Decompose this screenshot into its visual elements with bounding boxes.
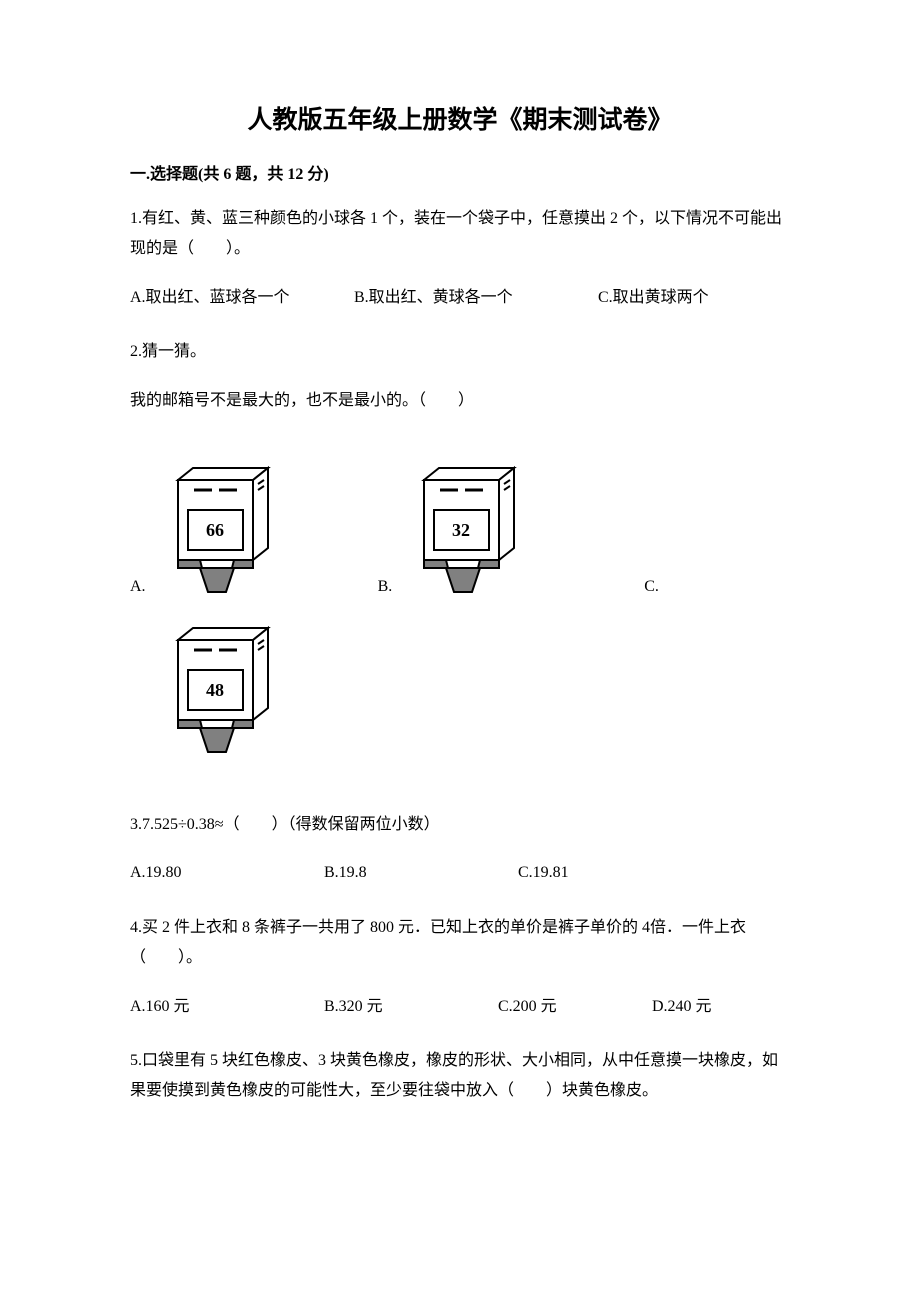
mailbox-icon: 48 [158,620,278,760]
exam-page: 人教版五年级上册数学《期末测试卷》 一.选择题(共 6 题，共 12 分) 1.… [0,0,920,1302]
q4-opt-b: B.320 元 [324,992,494,1022]
q2-line2: 我的邮箱号不是最大的，也不是最小的。（ ） [130,386,790,416]
q5-text: 5.口袋里有 5 块红色橡皮、3 块黄色橡皮，橡皮的形状、大小相同，从中任意摸一… [130,1046,790,1107]
q3-options: A.19.80 B.19.8 C.19.81 [130,858,790,888]
q3-opt-a: A.19.80 [130,858,320,888]
q3-opt-c: C.19.81 [518,858,569,888]
q4-options: A.160 元 B.320 元 C.200 元 D.240 元 [130,992,790,1022]
q2-mailbox-c-label-only: C. [644,578,671,600]
page-title: 人教版五年级上册数学《期末测试卷》 [130,100,790,136]
q2-mailbox-a: A. 66 [130,460,278,600]
q1-options: A.取出红、蓝球各一个 B.取出红、黄球各一个 C.取出黄球两个 [130,283,790,313]
q2-opt-c-label: C. [644,578,659,600]
q2-mailbox-c: A. 48 [130,620,278,760]
mailbox-icon: 66 [158,460,278,600]
q2-text: 2.猜一猜。 [130,337,790,367]
q2-mailbox-row-1: A. 66 B. [130,460,790,600]
q2-opt-a-label: A. [130,578,146,600]
q4-opt-c: C.200 元 [498,992,648,1022]
q4-opt-a: A.160 元 [130,992,320,1022]
q2-mailbox-b: B. 32 [378,460,525,600]
q1-opt-c: C.取出黄球两个 [598,283,709,313]
mailbox-number: 32 [452,520,470,540]
q4-text: 4.买 2 件上衣和 8 条裤子一共用了 800 元．已知上衣的单价是裤子单价的… [130,913,790,974]
mailbox-icon: 32 [404,460,524,600]
q2-opt-b-label: B. [378,578,393,600]
q1-opt-a: A.取出红、蓝球各一个 [130,283,350,313]
q1-text: 1.有红、黄、蓝三种颜色的小球各 1 个，装在一个袋子中，任意摸出 2 个，以下… [130,204,790,265]
q3-opt-b: B.19.8 [324,858,514,888]
mailbox-number: 48 [206,680,224,700]
q2-mailbox-row-2: A. 48 [130,620,790,760]
q4-opt-d: D.240 元 [652,992,712,1022]
q1-opt-b: B.取出红、黄球各一个 [354,283,594,313]
q3-text: 3.7.525÷0.38≈（ ）（得数保留两位小数） [130,810,790,840]
section-1-header: 一.选择题(共 6 题，共 12 分) [130,160,790,184]
mailbox-number: 66 [206,520,224,540]
